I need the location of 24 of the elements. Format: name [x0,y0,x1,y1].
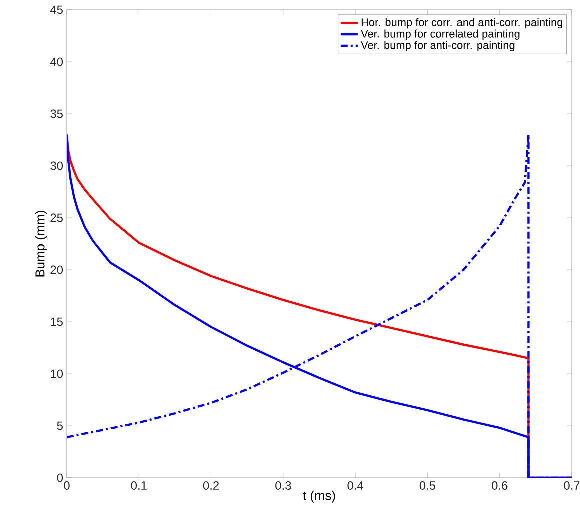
y-tick-label: 5 [57,422,63,430]
y-tick-label: 20 [50,266,64,274]
x-tick-label: 0 [64,482,70,490]
x-axis-title: t (ms) [303,490,336,503]
y-tick-label: 40 [50,58,64,66]
y-tick-label: 0 [57,474,64,482]
x-tick-label: 0.3 [276,482,292,490]
legend-label: Ver. bump for anti-corr. painting [361,41,515,52]
x-tick-label: 0.4 [348,482,364,490]
line-series [67,134,572,478]
legend-label: Ver. bump for correlated painting [361,30,520,40]
x-tick-label: 0.1 [131,482,147,490]
y-axis-title: Bump (mm) [35,210,48,277]
x-tick-label: 0.6 [492,482,508,490]
x-tick-label: 0.7 [564,482,580,490]
x-tick-label: 0.2 [203,482,219,490]
x-tick-label: 0.5 [420,482,436,490]
y-tick-label: 25 [50,214,63,222]
y-tick-label: 10 [51,370,64,378]
y-tick-label: 45 [50,6,63,14]
y-tick-label: 35 [50,110,63,118]
y-tick-label: 15 [51,318,63,326]
legend-label: Hor. bump for corr. and anti-corr. painting [362,18,563,29]
y-tick-label: 30 [50,162,64,170]
